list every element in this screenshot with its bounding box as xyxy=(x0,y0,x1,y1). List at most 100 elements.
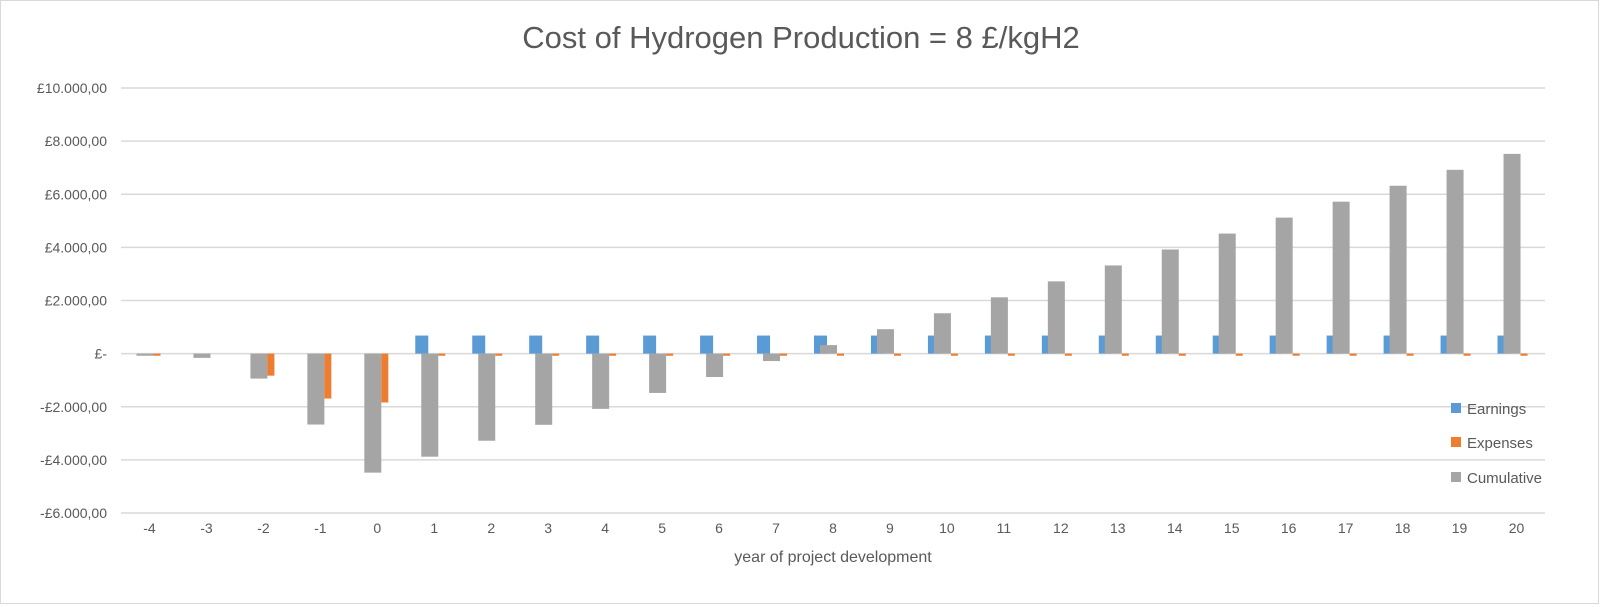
bar-cumulative-4 xyxy=(592,353,610,409)
y-tick-label: £2.000,00 xyxy=(45,293,107,309)
x-tick-label: 7 xyxy=(772,520,780,536)
bar-expenses-20 xyxy=(1520,353,1528,356)
bar-earnings-1 xyxy=(415,335,429,354)
bar-expenses-6 xyxy=(723,353,731,356)
bar-earnings-5 xyxy=(643,335,657,354)
bar-expenses-2 xyxy=(495,353,503,356)
bar-cumulative-11 xyxy=(990,297,1008,354)
x-tick-label: 14 xyxy=(1167,520,1183,536)
bar-expenses-4 xyxy=(609,353,617,356)
bar-expenses--1 xyxy=(324,353,332,399)
y-tick-label: £4.000,00 xyxy=(45,239,107,255)
bar-expenses-14 xyxy=(1178,353,1186,356)
x-tick-label: 18 xyxy=(1395,520,1411,536)
bar-earnings-7 xyxy=(757,335,771,354)
bar-cumulative-15 xyxy=(1218,233,1236,354)
bar-cumulative-6 xyxy=(706,353,724,377)
y-tick-label: £6.000,00 xyxy=(45,186,107,202)
x-tick-label: 17 xyxy=(1338,520,1354,536)
x-tick-label: 8 xyxy=(829,520,837,536)
bar-earnings-3 xyxy=(529,335,543,354)
bar-cumulative-10 xyxy=(933,313,951,354)
bar-cumulative-16 xyxy=(1275,217,1293,354)
bar-expenses-16 xyxy=(1292,353,1300,356)
bar-cumulative-19 xyxy=(1446,169,1464,354)
x-tick-label: 12 xyxy=(1053,520,1069,536)
x-tick-label: 5 xyxy=(658,520,666,536)
bar-earnings-4 xyxy=(586,335,600,354)
x-tick-label: 0 xyxy=(373,520,381,536)
y-tick-label: £8.000,00 xyxy=(45,133,107,149)
bar-expenses-8 xyxy=(837,353,844,356)
bar-cumulative-12 xyxy=(1047,281,1065,354)
bar-expenses-3 xyxy=(552,353,560,356)
y-tick-label: -£4.000,00 xyxy=(40,452,107,468)
legend-swatch xyxy=(1451,437,1461,447)
bar-expenses-17 xyxy=(1349,353,1357,356)
bar-expenses-9 xyxy=(893,353,901,356)
y-tick-label: -£2.000,00 xyxy=(40,399,107,415)
legend-label: Earnings xyxy=(1467,401,1526,418)
x-tick-label: 4 xyxy=(601,520,609,536)
bar-cumulative-1 xyxy=(421,353,439,457)
legend-item-cumulative: Cumulative xyxy=(1451,470,1542,487)
bar-expenses-19 xyxy=(1463,353,1471,356)
bar-expenses--2 xyxy=(267,353,275,376)
bar-expenses-1 xyxy=(438,353,446,356)
bar-cumulative-2 xyxy=(478,353,496,441)
y-tick-label: -£6.000,00 xyxy=(40,505,107,521)
x-axis-title: year of project development xyxy=(734,549,932,566)
bar-cumulative--4 xyxy=(136,353,154,356)
x-tick-label: 11 xyxy=(997,520,1012,536)
bar-cumulative-7 xyxy=(763,353,781,362)
y-tick-label: £- xyxy=(95,346,108,362)
x-tick-label: 19 xyxy=(1452,520,1468,536)
legend-swatch xyxy=(1451,472,1461,482)
x-tick-label: -4 xyxy=(143,520,156,536)
bar-expenses-0 xyxy=(381,353,389,403)
bar-cumulative-3 xyxy=(535,353,553,425)
legend-item-earnings: Earnings xyxy=(1451,401,1526,418)
bar-expenses-7 xyxy=(780,353,788,356)
legend-label: Cumulative xyxy=(1467,470,1542,487)
legend-label: Expenses xyxy=(1467,435,1533,452)
x-tick-label: -2 xyxy=(257,520,270,536)
bar-earnings-6 xyxy=(700,335,714,354)
bar-cumulative-9 xyxy=(876,329,894,354)
bar-cumulative--3 xyxy=(193,353,211,358)
bar-expenses-10 xyxy=(950,353,958,356)
x-tick-label: 1 xyxy=(430,520,438,536)
bar-expenses-11 xyxy=(1007,353,1015,356)
bar-cumulative-0 xyxy=(364,353,382,473)
bar-cumulative-13 xyxy=(1104,265,1122,354)
x-tick-label: -3 xyxy=(200,520,213,536)
y-tick-label: £10.000,00 xyxy=(37,80,107,96)
x-tick-label: 15 xyxy=(1224,520,1240,536)
bar-cumulative-14 xyxy=(1161,249,1179,354)
bar-cumulative-5 xyxy=(649,353,667,393)
bar-expenses-13 xyxy=(1121,353,1129,356)
bar-earnings-2 xyxy=(472,335,486,354)
x-tick-label: 20 xyxy=(1509,520,1525,536)
x-tick-label: 13 xyxy=(1110,520,1126,536)
bar-expenses-15 xyxy=(1235,353,1243,356)
bar-cumulative--2 xyxy=(250,353,268,379)
bar-cumulative--1 xyxy=(307,353,325,425)
chart-title: Cost of Hydrogen Production = 8 £/kgH2 xyxy=(522,20,1080,55)
x-tick-label: 2 xyxy=(487,520,495,536)
bar-expenses-5 xyxy=(666,353,674,356)
x-tick-label: 9 xyxy=(886,520,894,536)
legend-item-expenses: Expenses xyxy=(1451,435,1533,452)
bar-cumulative-20 xyxy=(1503,153,1521,354)
x-tick-label: 10 xyxy=(939,520,955,536)
bar-expenses-12 xyxy=(1064,353,1072,356)
bar-expenses-18 xyxy=(1406,353,1414,356)
bar-cumulative-18 xyxy=(1389,185,1407,354)
bar-cumulative-8 xyxy=(820,345,837,354)
x-tick-label: 3 xyxy=(544,520,552,536)
bar-expenses--4 xyxy=(153,353,161,356)
x-tick-label: -1 xyxy=(314,520,327,536)
x-tick-label: 16 xyxy=(1281,520,1297,536)
